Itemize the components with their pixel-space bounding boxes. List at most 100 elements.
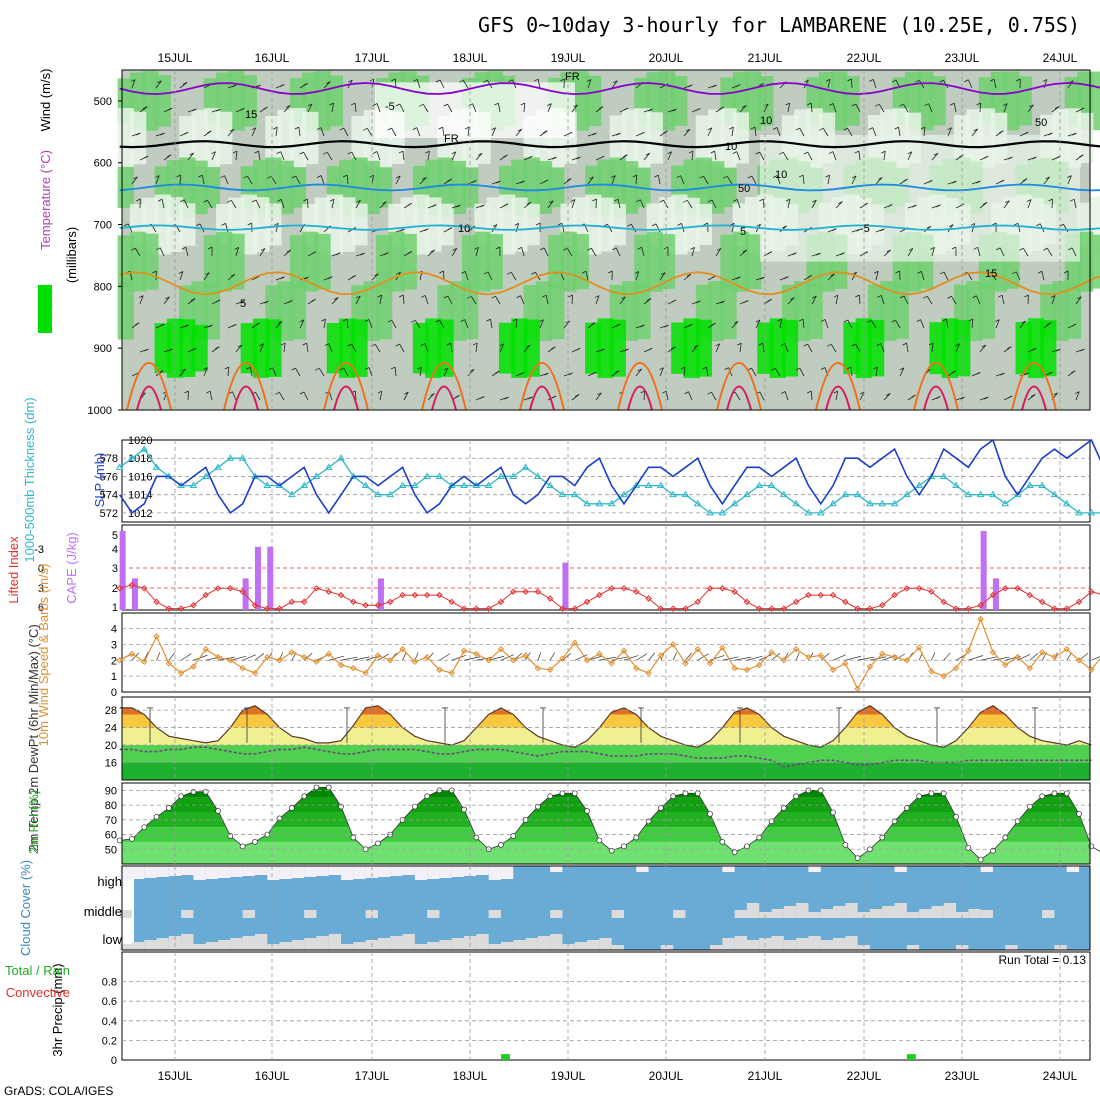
cloud-mid-gap xyxy=(611,910,624,918)
wind-barb xyxy=(391,319,397,329)
wind-barb xyxy=(731,321,739,329)
wind-barb xyxy=(899,103,904,107)
cloud-low-gap xyxy=(525,938,538,950)
wind-barb xyxy=(163,296,170,305)
wind-barb xyxy=(371,273,379,281)
rh-point xyxy=(178,793,184,800)
wind-speed-point xyxy=(854,685,861,693)
wind-barb xyxy=(316,127,322,130)
wind-barb xyxy=(611,656,628,661)
wind-barb xyxy=(855,294,860,298)
rh-point xyxy=(719,839,726,845)
wind-speed-point xyxy=(768,649,775,656)
rh-point xyxy=(301,793,307,800)
wind-barb xyxy=(659,367,664,377)
wind-barb xyxy=(490,319,493,329)
lifted-index-point xyxy=(387,598,394,606)
wind-barb xyxy=(295,175,301,185)
cloud-high-gap xyxy=(414,866,428,880)
lifted-index-point xyxy=(915,585,923,592)
y-tick: 0.8 xyxy=(102,977,117,989)
cloud-mid-gap xyxy=(820,909,834,918)
wind-barb xyxy=(143,106,148,109)
wind-barb xyxy=(160,132,165,136)
wind-barb xyxy=(211,151,216,161)
wind-barb xyxy=(334,297,339,300)
cape-bar xyxy=(992,578,999,610)
cloud-mid-gap xyxy=(808,912,821,918)
isotherm xyxy=(333,385,359,411)
wind-barb xyxy=(782,152,789,161)
wind-barb xyxy=(907,151,912,155)
cloud-mid-gap xyxy=(734,910,747,918)
cloud-high-gap xyxy=(427,866,440,879)
wind-barb xyxy=(520,180,525,184)
wind-speed-point xyxy=(128,650,136,658)
wind-barb xyxy=(951,296,957,305)
rh-cell xyxy=(1089,234,1100,289)
wind-barb xyxy=(291,175,297,179)
wind-barb xyxy=(1042,79,1048,82)
wind-barb xyxy=(321,318,326,322)
cloud-low-gap xyxy=(562,944,575,950)
wind-speed-point xyxy=(989,649,997,656)
wind-barb xyxy=(767,251,773,254)
cloud-low-gap xyxy=(439,940,452,950)
thickness-point xyxy=(779,490,788,498)
wind-barb xyxy=(733,199,738,202)
wind-speed-point xyxy=(153,633,160,640)
cloud-mid-gap xyxy=(906,912,920,918)
slp-frame xyxy=(121,439,1091,523)
wind-barb xyxy=(886,249,891,253)
wind-barb xyxy=(637,368,642,372)
cloud-low-gap xyxy=(377,938,391,950)
y-tick: 0.6 xyxy=(102,996,117,1008)
rh-point xyxy=(731,849,738,856)
wind-barb xyxy=(1066,652,1072,661)
cloud-low-gap xyxy=(279,942,292,950)
rh-point xyxy=(215,808,221,814)
cloud-mid-gap xyxy=(771,909,784,918)
wind-barb xyxy=(855,343,861,353)
wind-barb xyxy=(402,294,405,305)
thickness-point xyxy=(792,499,801,507)
lifted-index-point xyxy=(251,602,259,609)
rh-cell xyxy=(744,234,762,290)
wind-barb xyxy=(230,655,247,661)
wind-barb xyxy=(979,344,987,353)
rh-cell xyxy=(806,283,823,339)
wind-barb xyxy=(276,151,281,154)
wind-barb xyxy=(350,102,356,106)
wind-barb xyxy=(442,127,445,137)
wind-barb xyxy=(446,342,451,346)
wind-barb xyxy=(277,199,282,202)
wind-barb xyxy=(659,199,664,203)
cloud-high-gap xyxy=(365,866,378,878)
wind-barb xyxy=(303,82,308,86)
thickness-point xyxy=(927,472,936,479)
wind-barb xyxy=(750,126,756,130)
cloud-low-gap xyxy=(230,938,243,950)
wind-barb xyxy=(323,151,328,155)
wind-barb xyxy=(329,102,334,106)
cloud-high-gap xyxy=(242,866,255,876)
wind-barb xyxy=(303,391,309,401)
lifted-index-point xyxy=(608,585,615,592)
cloud-high-gap xyxy=(341,866,354,880)
wind-speed-point xyxy=(928,668,935,675)
wind-barb xyxy=(323,319,326,329)
wind-barb xyxy=(711,391,717,401)
wind-barb xyxy=(948,224,954,227)
wind-speed-point xyxy=(780,657,788,664)
wind-barb xyxy=(838,201,843,204)
wind-barb xyxy=(607,224,613,233)
wind-barb xyxy=(877,295,882,298)
cape-bar xyxy=(980,531,987,610)
thickness-point xyxy=(878,499,887,507)
isotherm xyxy=(119,82,1100,96)
cloud-low-gap xyxy=(599,938,612,950)
wind-barb xyxy=(243,175,248,179)
wind-barb xyxy=(232,150,238,154)
wind-speed-point xyxy=(559,655,566,662)
